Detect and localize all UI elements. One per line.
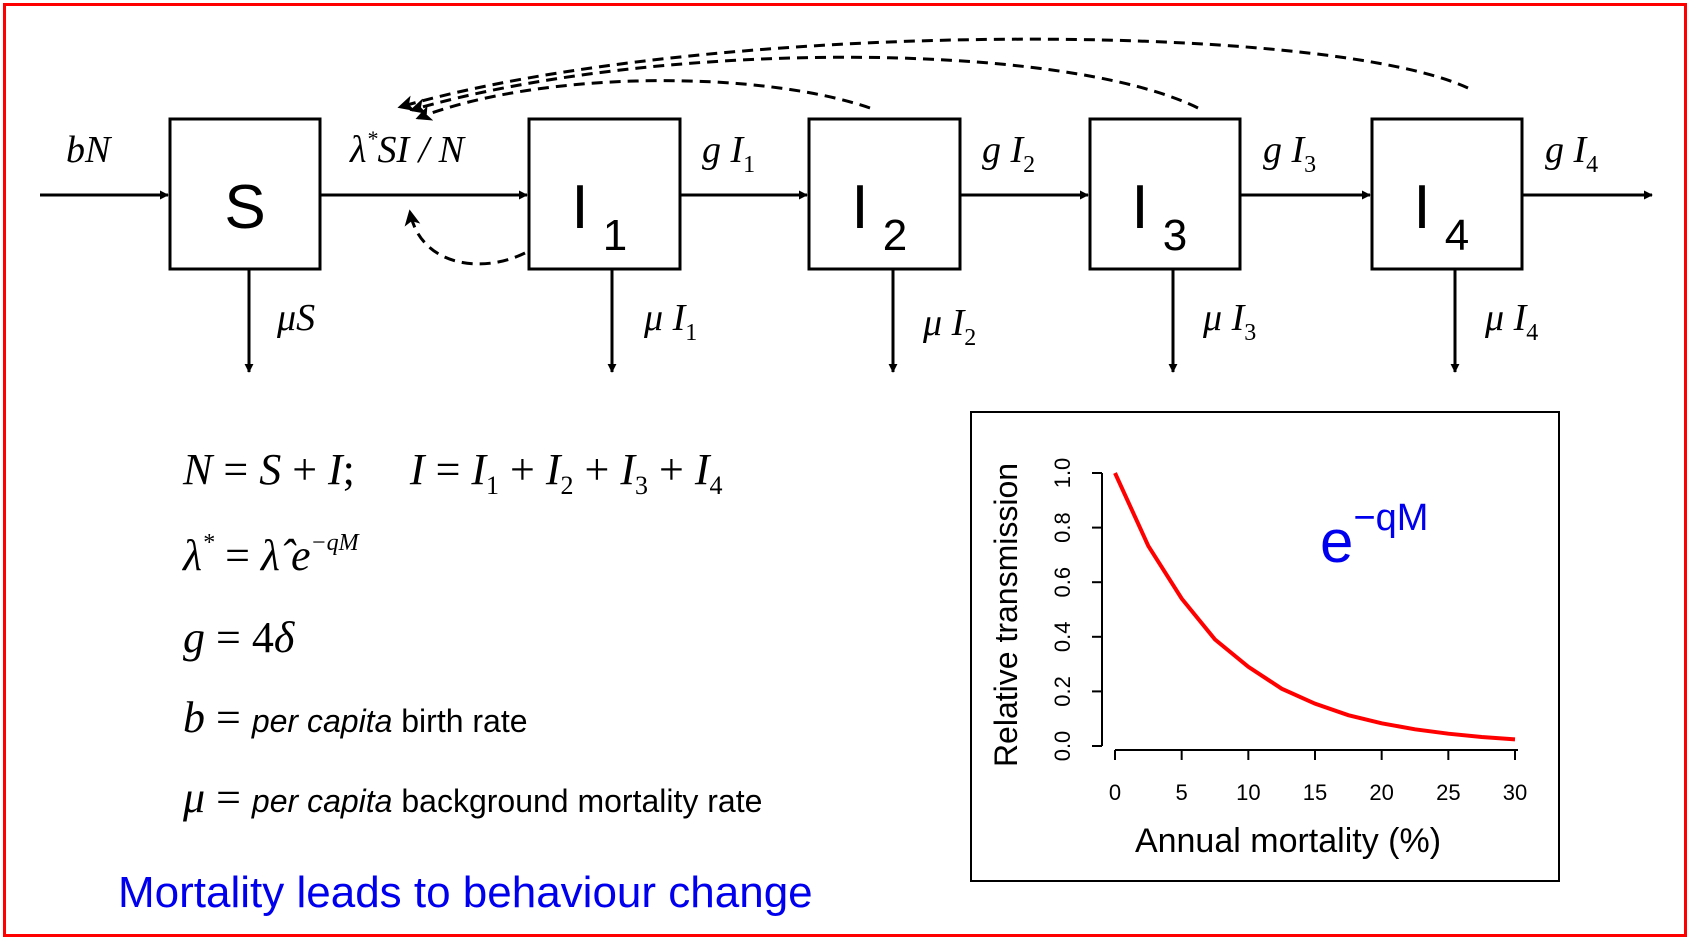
x-tick-label: 10 xyxy=(1236,780,1260,805)
feedback-arrow-i4 xyxy=(397,37,1469,111)
compartment-label-i1: I xyxy=(571,173,588,242)
feedback-arrow-i3 xyxy=(409,55,1199,114)
feedback-arrow-i2 xyxy=(415,79,871,121)
equation-population: N = S + I; I = I1 + I2 + I3 + I4 xyxy=(183,445,723,500)
compartment-i2 xyxy=(807,117,962,271)
definition-mortality-rate: μ = per capita background mortality rate xyxy=(183,773,763,822)
feedback-arrows xyxy=(397,37,1469,266)
progression-label-2: g I2 xyxy=(982,129,1035,178)
compartments xyxy=(168,117,1524,271)
compartment-s xyxy=(168,117,322,271)
birth-flow-label: bN xyxy=(66,129,113,171)
mortality-label-i3: μ I3 xyxy=(1202,297,1256,346)
inset-chart: 0 5 10 15 20 25 30 0.0 0.2 0.4 0.6 0.8 1.0 Annual m… xyxy=(970,411,1560,882)
compartment-label-i2: I xyxy=(851,173,868,242)
progression-label-3: g I3 xyxy=(1263,129,1316,178)
mortality-label-i4: μ I4 xyxy=(1484,297,1538,346)
progression-label-1: g I1 xyxy=(702,129,755,178)
chart-x-axis-label: Annual mortality (%) xyxy=(1135,822,1441,860)
compartment-label-i3: I xyxy=(1131,173,1148,242)
feedback-arrow-i1 xyxy=(404,209,526,266)
caption: Mortality leads to behaviour change xyxy=(118,868,813,917)
x-tick-label: 15 xyxy=(1303,780,1327,805)
mortality-arrows xyxy=(244,270,1460,373)
y-tick-label: 1.0 xyxy=(1050,458,1075,489)
x-tick-label: 30 xyxy=(1503,780,1527,805)
y-tick-label: 0.2 xyxy=(1050,676,1075,707)
mortality-label-s: μS xyxy=(276,297,315,339)
y-tick-label: 0.6 xyxy=(1050,567,1075,598)
y-tick-label: 0.8 xyxy=(1050,512,1075,543)
compartment-label-i4: I xyxy=(1413,173,1430,242)
x-tick-label: 0 xyxy=(1109,780,1121,805)
chart-y-axis-label: Relative transmission xyxy=(988,463,1024,767)
equation-progression: g = 4δ xyxy=(183,613,295,662)
x-tick-label: 20 xyxy=(1369,780,1393,805)
chart-panel xyxy=(970,411,1560,882)
compartment-i1 xyxy=(527,117,682,271)
compartment-label-s: S xyxy=(224,173,265,242)
progression-label-4: g I4 xyxy=(1545,129,1598,178)
mortality-label-i2: μ I2 xyxy=(922,302,976,351)
definition-birth-rate: b = per capita birth rate xyxy=(183,693,528,742)
compartment-i4 xyxy=(1370,117,1524,271)
figure-frame xyxy=(3,3,1687,937)
x-tick-label: 5 xyxy=(1176,780,1188,805)
mortality-label-i1: μ I1 xyxy=(643,297,697,346)
chart-formula: e−qM xyxy=(1320,497,1428,575)
compartment-sub-i1: 1 xyxy=(603,211,627,260)
compartment-sub-i3: 3 xyxy=(1163,211,1187,260)
y-tick-label: 0.4 xyxy=(1050,622,1075,653)
transmission-curve xyxy=(1113,472,1516,742)
y-tick-label: 0.0 xyxy=(1050,731,1075,762)
equation-transmission: λ* = λ̂ e−qM xyxy=(183,530,359,580)
compartment-sub-i2: 2 xyxy=(883,211,907,260)
compartment-sub-i4: 4 xyxy=(1445,211,1469,260)
infection-flow-label: λ*SI / N xyxy=(349,126,467,171)
compartment-i3 xyxy=(1088,117,1242,271)
x-tick-label: 25 xyxy=(1436,780,1460,805)
